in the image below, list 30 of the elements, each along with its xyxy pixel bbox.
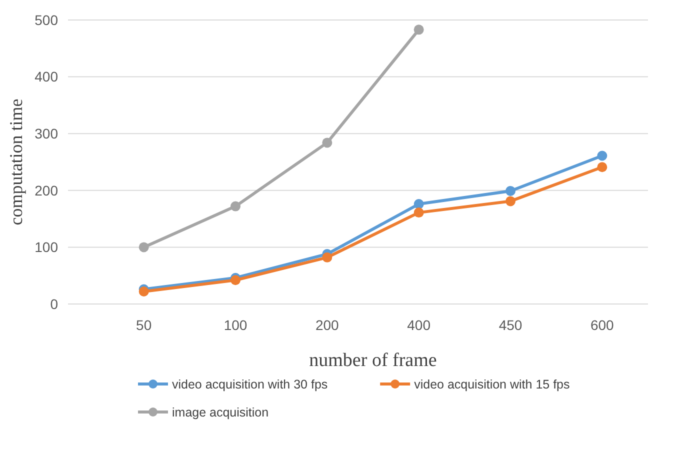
point xyxy=(230,275,240,286)
x-tick-label: 450 xyxy=(498,317,522,333)
point xyxy=(506,186,516,196)
point xyxy=(230,201,240,212)
y-tick-label: 400 xyxy=(34,68,58,85)
point xyxy=(138,242,149,252)
point xyxy=(322,252,332,262)
point xyxy=(414,199,424,210)
point xyxy=(597,162,608,172)
point xyxy=(322,138,332,148)
x-axis-title: number of frame xyxy=(309,350,437,371)
point xyxy=(506,196,516,206)
y-axis-title: computation time xyxy=(6,98,26,226)
y-tick-label: 500 xyxy=(34,12,58,28)
legend-label: video acquisition with 30 fps xyxy=(172,377,328,392)
y-tick-label: 200 xyxy=(34,182,58,198)
y-tick-label: 300 xyxy=(34,126,58,142)
point xyxy=(138,286,149,297)
x-tick-label: 100 xyxy=(224,317,248,333)
point xyxy=(414,24,424,35)
x-tick-label: 50 xyxy=(136,317,152,333)
x-tick-label: 600 xyxy=(590,317,614,333)
x-tick-label: 200 xyxy=(315,317,340,333)
legend-label: image acquisition xyxy=(172,405,269,420)
x-tick-label: 400 xyxy=(407,317,431,333)
point xyxy=(414,208,424,218)
point xyxy=(597,150,608,161)
y-tick-label: 0 xyxy=(50,296,58,312)
legend-label: video acquisition with 15 fps xyxy=(414,377,570,392)
y-tick-label: 100 xyxy=(34,239,58,256)
